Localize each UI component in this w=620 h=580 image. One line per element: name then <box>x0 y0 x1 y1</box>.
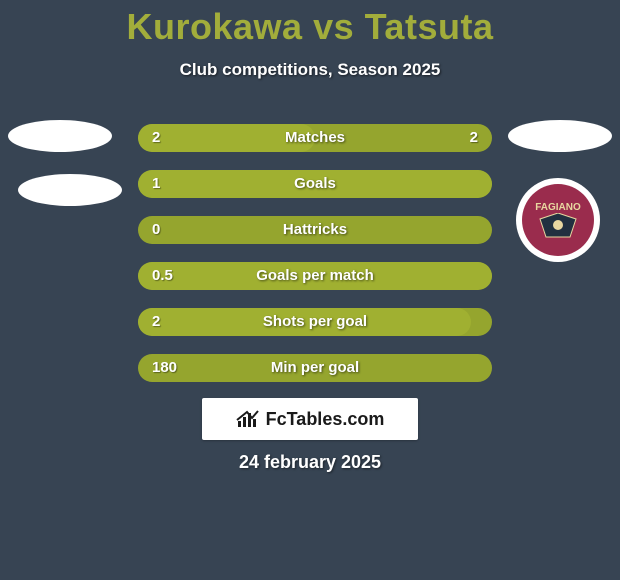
stat-right-value: 2 <box>470 124 478 152</box>
stat-row-matches: 2 Matches 2 <box>138 124 492 152</box>
stat-row-hattricks: 0 Hattricks <box>138 216 492 244</box>
stat-label: Matches <box>138 124 492 152</box>
stat-bars: 2 Matches 2 1 Goals 0 Hattricks 0.5 Goal… <box>138 124 492 400</box>
player2-club-badge: FAGIANO <box>516 178 600 262</box>
stat-row-spg: 2 Shots per goal <box>138 308 492 336</box>
page-title: Kurokawa vs Tatsuta <box>0 6 620 48</box>
stat-label: Goals <box>138 170 492 198</box>
badge-shield-icon <box>538 213 578 239</box>
stat-label: Min per goal <box>138 354 492 382</box>
chart-icon <box>236 409 260 429</box>
player1-club-placeholder <box>18 174 122 206</box>
watermark: FcTables.com <box>202 398 418 440</box>
badge-inner: FAGIANO <box>522 184 594 256</box>
date-text: 24 february 2025 <box>0 452 620 473</box>
watermark-text: FcTables.com <box>266 409 385 430</box>
badge-text: FAGIANO <box>535 202 581 213</box>
stat-label: Shots per goal <box>138 308 492 336</box>
player2-portrait-placeholder <box>508 120 612 152</box>
stat-row-gpm: 0.5 Goals per match <box>138 262 492 290</box>
stat-label: Goals per match <box>138 262 492 290</box>
stat-row-goals: 1 Goals <box>138 170 492 198</box>
stat-row-mpg: 180 Min per goal <box>138 354 492 382</box>
subtitle: Club competitions, Season 2025 <box>0 60 620 80</box>
stats-panel: Kurokawa vs Tatsuta Club competitions, S… <box>0 0 620 580</box>
stat-label: Hattricks <box>138 216 492 244</box>
player1-portrait-placeholder <box>8 120 112 152</box>
